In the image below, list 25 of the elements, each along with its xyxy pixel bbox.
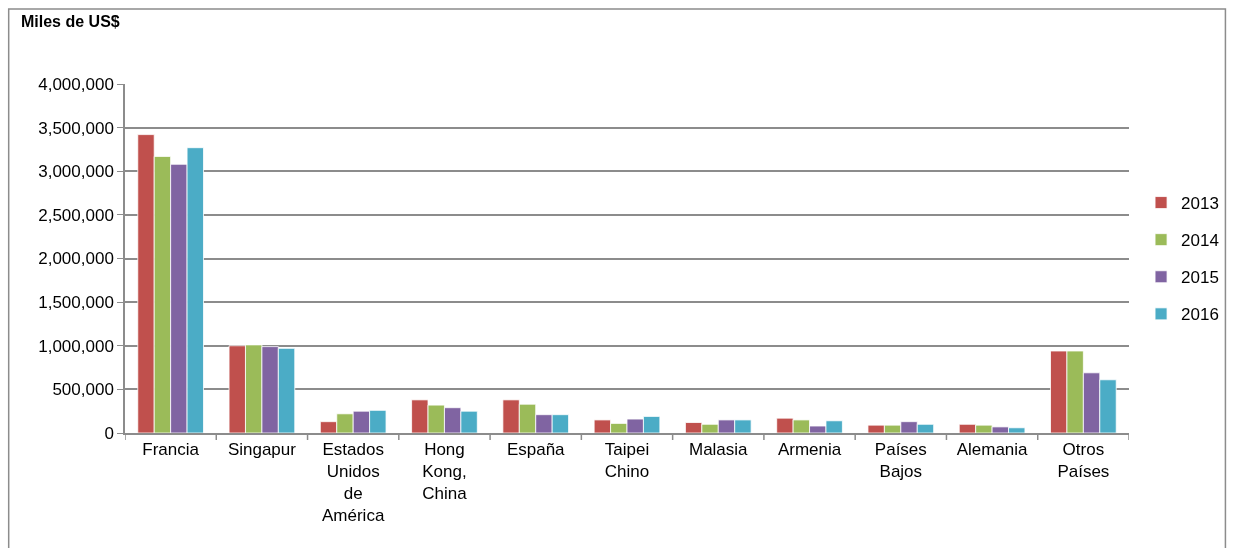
x-tick-label: Hong Kong, China	[422, 440, 468, 504]
y-tick-label: 1,500,000	[38, 293, 114, 313]
legend-label: 2014	[1181, 231, 1219, 251]
x-tick-label: Taipei Chino	[604, 440, 650, 482]
y-tick-label: 1,000,000	[38, 336, 114, 356]
x-tick-label: Estados Unidos de América	[322, 440, 385, 526]
legend-label: 2016	[1181, 305, 1219, 325]
y-tick-label: 4,000,000	[38, 74, 114, 94]
x-tick-label: Alemania	[956, 440, 1029, 460]
y-tick-label: 2,000,000	[38, 249, 114, 269]
x-tick-label: Malasia	[688, 440, 749, 460]
x-tick-label: Francia	[142, 440, 200, 460]
y-tick-label: 2,500,000	[38, 205, 114, 225]
x-tick-label: Otros Países	[1057, 440, 1110, 482]
x-tick-label: Singapur	[227, 440, 297, 460]
x-tick-label: Armenia	[777, 440, 842, 460]
legend-label: 2015	[1181, 268, 1219, 288]
x-tick-label: España	[506, 440, 566, 460]
y-tick-label: 500,000	[52, 380, 114, 400]
legend-label: 2013	[1181, 194, 1219, 214]
y-tick-label: 3,000,000	[38, 162, 114, 182]
y-tick-label: 3,500,000	[38, 118, 114, 138]
y-tick-label: 0	[104, 423, 114, 443]
y-axis-title: Miles de US$	[21, 13, 120, 30]
x-tick-label: Países Bajos	[874, 440, 927, 482]
